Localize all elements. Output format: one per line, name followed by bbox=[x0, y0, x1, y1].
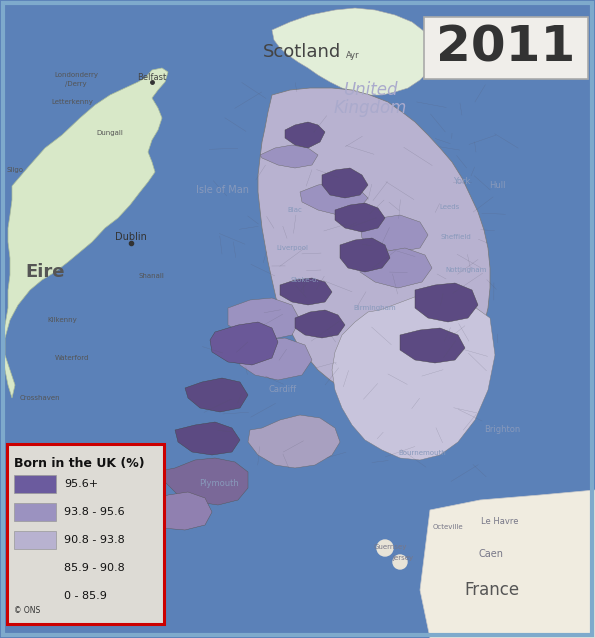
Polygon shape bbox=[295, 310, 345, 338]
Text: Letterkenny: Letterkenny bbox=[51, 99, 93, 105]
Text: York: York bbox=[453, 177, 471, 186]
Text: Birmingham: Birmingham bbox=[353, 305, 396, 311]
Text: Guernsey: Guernsey bbox=[373, 544, 407, 550]
Polygon shape bbox=[400, 328, 465, 363]
Polygon shape bbox=[360, 248, 432, 288]
Text: Born in the UK (%): Born in the UK (%) bbox=[14, 457, 145, 470]
FancyBboxPatch shape bbox=[424, 17, 588, 79]
Bar bbox=[14, 531, 56, 549]
Polygon shape bbox=[285, 122, 325, 148]
Text: Isle of Man: Isle of Man bbox=[196, 185, 249, 195]
Polygon shape bbox=[210, 322, 278, 365]
Text: Caen: Caen bbox=[478, 549, 503, 559]
Circle shape bbox=[377, 540, 393, 556]
Polygon shape bbox=[258, 88, 490, 400]
Text: 95.6+: 95.6+ bbox=[64, 479, 98, 489]
Polygon shape bbox=[415, 283, 478, 322]
Text: Belfast: Belfast bbox=[137, 73, 167, 82]
Polygon shape bbox=[140, 492, 212, 530]
Text: Dungall: Dungall bbox=[96, 130, 123, 136]
Text: 93.8 - 95.6: 93.8 - 95.6 bbox=[64, 507, 124, 517]
Polygon shape bbox=[165, 458, 248, 505]
Text: United: United bbox=[343, 81, 397, 99]
Text: Leeds: Leeds bbox=[440, 204, 460, 210]
Polygon shape bbox=[3, 68, 168, 398]
Polygon shape bbox=[332, 295, 495, 460]
Polygon shape bbox=[175, 422, 240, 455]
Text: Scotland: Scotland bbox=[263, 43, 341, 61]
Text: Octeville: Octeville bbox=[433, 524, 464, 530]
Text: Liverpool: Liverpool bbox=[276, 245, 308, 251]
Text: Shanall: Shanall bbox=[138, 273, 164, 279]
Text: France: France bbox=[465, 581, 519, 599]
Text: Bournemouth: Bournemouth bbox=[398, 450, 446, 456]
Text: 85.9 - 90.8: 85.9 - 90.8 bbox=[64, 563, 125, 573]
Polygon shape bbox=[248, 415, 340, 468]
Text: Jersey: Jersey bbox=[393, 555, 414, 561]
Polygon shape bbox=[280, 278, 332, 305]
Text: 0 - 85.9: 0 - 85.9 bbox=[64, 591, 107, 601]
Polygon shape bbox=[340, 238, 390, 272]
FancyBboxPatch shape bbox=[7, 444, 164, 624]
Text: Nottingham: Nottingham bbox=[445, 267, 487, 273]
Polygon shape bbox=[322, 168, 368, 198]
Text: Crosshaven: Crosshaven bbox=[20, 395, 60, 401]
Polygon shape bbox=[228, 298, 300, 340]
Text: 90.8 - 93.8: 90.8 - 93.8 bbox=[64, 535, 125, 545]
Polygon shape bbox=[260, 145, 318, 168]
Text: Stoke-o.: Stoke-o. bbox=[291, 277, 320, 283]
Polygon shape bbox=[360, 215, 428, 252]
Text: Dublin: Dublin bbox=[115, 232, 147, 242]
Polygon shape bbox=[240, 338, 312, 380]
Text: Hull: Hull bbox=[488, 181, 505, 189]
Text: © ONS: © ONS bbox=[14, 606, 40, 615]
Circle shape bbox=[393, 555, 407, 569]
Text: Sligo: Sligo bbox=[7, 167, 23, 173]
Text: Londonderry: Londonderry bbox=[54, 72, 98, 78]
Text: Sheffield: Sheffield bbox=[441, 234, 471, 240]
Bar bbox=[14, 475, 56, 493]
Text: Ayr: Ayr bbox=[346, 50, 360, 59]
Text: Blac: Blac bbox=[287, 207, 302, 213]
Text: Waterford: Waterford bbox=[55, 355, 89, 361]
Text: Plymouth: Plymouth bbox=[199, 478, 239, 487]
Text: Kingdom: Kingdom bbox=[333, 99, 407, 117]
Text: Brighton: Brighton bbox=[484, 426, 520, 434]
Polygon shape bbox=[420, 490, 595, 638]
Polygon shape bbox=[300, 182, 368, 215]
Polygon shape bbox=[185, 378, 248, 412]
Text: /Derry: /Derry bbox=[65, 81, 87, 87]
Text: 2011: 2011 bbox=[436, 24, 576, 72]
Text: Cardiff: Cardiff bbox=[269, 385, 297, 394]
Text: Kilkenny: Kilkenny bbox=[47, 317, 77, 323]
Text: Eire: Eire bbox=[25, 263, 65, 281]
Bar bbox=[14, 503, 56, 521]
Polygon shape bbox=[272, 8, 435, 95]
Polygon shape bbox=[335, 203, 385, 232]
Text: Le Havre: Le Havre bbox=[481, 517, 519, 526]
